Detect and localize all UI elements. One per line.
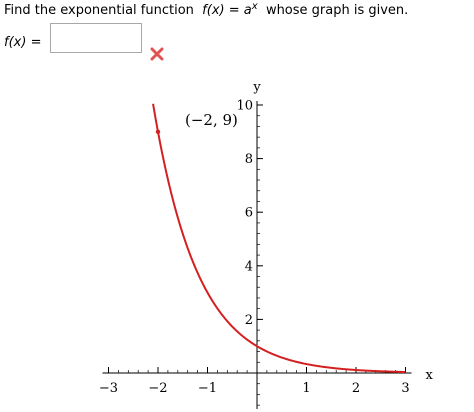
answer-input[interactable] bbox=[50, 23, 142, 53]
y-tick-label: 2 bbox=[245, 313, 253, 328]
answer-label: f(x) = bbox=[4, 34, 41, 52]
equals-sign: = bbox=[228, 3, 240, 18]
x-tick-label: −2 bbox=[148, 381, 167, 396]
question-text: Find the exponential function f(x) = ax … bbox=[4, 1, 409, 21]
x-tick-label: 2 bbox=[352, 381, 360, 396]
exponential-curve bbox=[152, 103, 406, 374]
y-tick-label: 6 bbox=[245, 206, 253, 221]
question-prefix: Find the exponential function bbox=[4, 3, 194, 18]
function-exponent: x bbox=[251, 1, 258, 12]
point-label: (−2, 9) bbox=[185, 111, 238, 129]
y-tick-label: 10 bbox=[236, 99, 253, 114]
y-tick-label: 4 bbox=[245, 259, 253, 274]
x-tick-label: −1 bbox=[198, 381, 217, 396]
function-name: f(x) bbox=[202, 3, 225, 18]
highlighted-point bbox=[155, 129, 161, 134]
question-suffix: whose graph is given. bbox=[265, 3, 409, 18]
answer-equals: = bbox=[30, 35, 42, 50]
tick-labels: −3 −2 −1 1 2 3 2 4 6 8 10 bbox=[99, 99, 410, 397]
y-tick-label: 8 bbox=[245, 152, 253, 167]
x-axis-label: x bbox=[426, 368, 434, 383]
answer-function-name: f(x) bbox=[4, 35, 27, 50]
x-tick-label: −3 bbox=[99, 381, 118, 396]
y-axis-label: y bbox=[252, 80, 261, 95]
x-tick-label: 3 bbox=[401, 381, 409, 396]
x-tick-label: 1 bbox=[302, 381, 310, 396]
x-mark-icon bbox=[150, 47, 164, 61]
function-base: a bbox=[243, 3, 252, 18]
